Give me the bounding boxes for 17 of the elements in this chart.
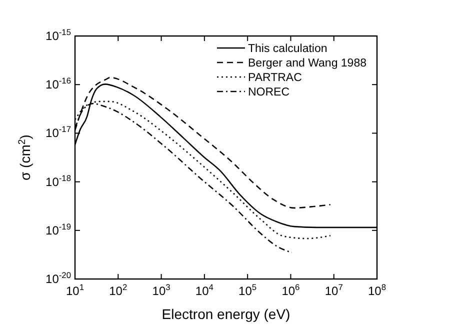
- x-tick-label: 10$^{3}$: [152, 282, 171, 298]
- x-tick-label: 10$^{8}$: [368, 282, 386, 298]
- x-tick-label: 10$^{4}$: [195, 282, 214, 298]
- x-tick-label: 10$^{5}$: [238, 282, 257, 298]
- y-tick-label: 10$^{-15}$: [46, 27, 72, 43]
- legend-label: Berger and Wang 1988: [248, 58, 366, 70]
- x-tick-label: 10$^{7}$: [324, 282, 344, 298]
- legend-label: This calculation: [248, 43, 328, 55]
- y-tick-label: 10$^{-18}$: [46, 172, 72, 189]
- y-tick-label: 10$^{-17}$: [46, 124, 72, 140]
- y-tick-label: 10$^{-19}$: [46, 221, 72, 238]
- x-tick-label: 10$^{2}$: [109, 282, 128, 298]
- y-tick-label: 10$^{-16}$: [46, 76, 72, 92]
- x-axis-title: Electron energy (eV): [162, 306, 290, 322]
- legend-label: NOREC: [248, 86, 290, 98]
- x-tick-label: 10$^{6}$: [282, 282, 300, 298]
- legend-label: PARTRAC: [248, 72, 302, 84]
